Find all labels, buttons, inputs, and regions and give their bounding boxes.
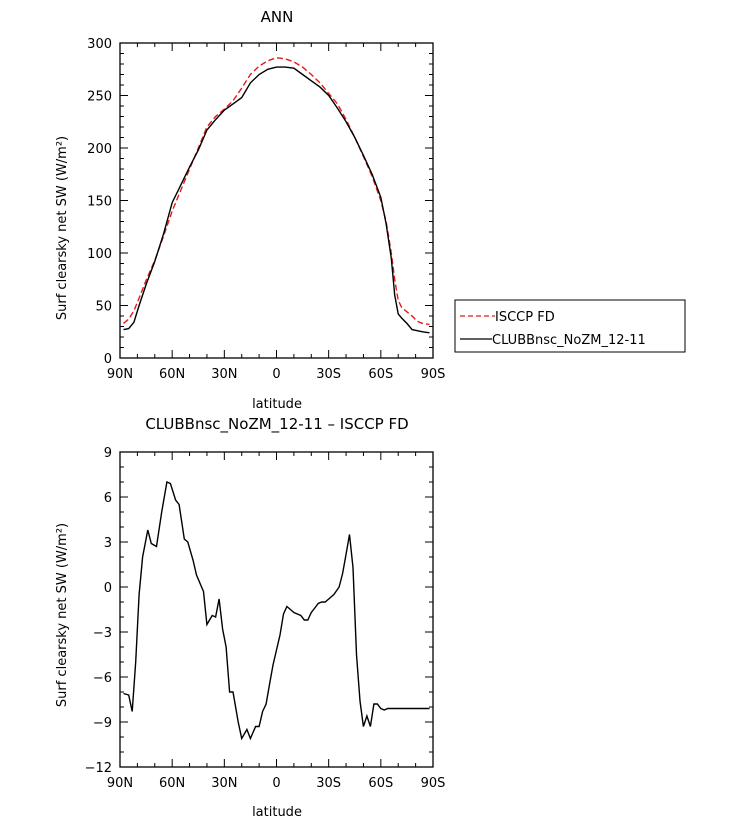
legend: ISCCP FD CLUBBnsc_NoZM_12-11	[454, 299, 686, 353]
bottom-y-axis-label: Surf clearsky net SW (W/m²)	[55, 523, 70, 707]
top-axis-ticks: 90N 60N 30N 0 30S 60S 90S 0 50 100 150 200 250 300	[87, 37, 445, 382]
x-tick-label: 30S	[316, 367, 341, 382]
x-tick-label: 90S	[421, 367, 446, 382]
legend-label-clubb: CLUBBnsc_NoZM_12-11	[492, 333, 646, 348]
series-line-0-1	[123, 66, 430, 334]
x-tick-label: 90N	[107, 776, 133, 791]
x-tick-label: 60S	[368, 776, 393, 791]
y-tick-label: 150	[87, 195, 112, 210]
x-tick-label: 60S	[368, 367, 393, 382]
y-tick-label: 0	[104, 581, 112, 596]
y-tick-label: 9	[104, 446, 112, 461]
legend-box	[454, 299, 686, 353]
top-panel: ANN latitude Surf clearsky net SW (W/m²)…	[55, 8, 445, 412]
series-line-1-0	[123, 481, 430, 741]
legend-label-isccp: ISCCP FD	[495, 310, 555, 325]
x-tick-label: 30N	[211, 367, 237, 382]
y-tick-label: 200	[87, 142, 112, 157]
y-tick-label: 3	[104, 536, 112, 551]
x-tick-label: 30S	[316, 776, 341, 791]
y-tick-label: 100	[87, 247, 112, 262]
bottom-x-axis-label: latitude	[252, 805, 302, 820]
bottom-plot-frame	[119, 451, 434, 768]
bottom-chart-title: CLUBBnsc_NoZM_12-11 – ISCCP FD	[145, 415, 408, 434]
x-tick-label: 90N	[107, 367, 133, 382]
top-chart-title: ANN	[261, 8, 294, 26]
y-tick-label: 300	[87, 37, 112, 52]
series-line-0-0	[123, 56, 430, 326]
y-tick-label: 6	[104, 491, 112, 506]
x-tick-label: 0	[272, 367, 280, 382]
y-tick-label: −9	[93, 716, 112, 731]
y-tick-label: −6	[93, 671, 112, 686]
y-tick-label: 50	[95, 300, 112, 315]
y-tick-label: 0	[104, 352, 112, 367]
y-tick-label: −12	[85, 761, 112, 776]
y-tick-label: −3	[93, 626, 112, 641]
x-tick-label: 60N	[159, 776, 185, 791]
top-x-axis-label: latitude	[252, 397, 302, 412]
top-series-lines	[123, 56, 430, 334]
top-y-axis-label: Surf clearsky net SW (W/m²)	[55, 136, 70, 320]
y-tick-label: 250	[87, 90, 112, 105]
bottom-series-lines	[123, 481, 430, 741]
top-plot-frame	[119, 42, 434, 359]
x-tick-label: 30N	[211, 776, 237, 791]
bottom-axis-ticks: 90N 60N 30N 0 30S 60S 90S −12 −9 −6 −3 0 3 6 9	[85, 446, 446, 791]
x-tick-label: 60N	[159, 367, 185, 382]
x-tick-label: 0	[272, 776, 280, 791]
bottom-panel: CLUBBnsc_NoZM_12-11 – ISCCP FD latitude …	[55, 415, 445, 820]
x-tick-label: 90S	[421, 776, 446, 791]
